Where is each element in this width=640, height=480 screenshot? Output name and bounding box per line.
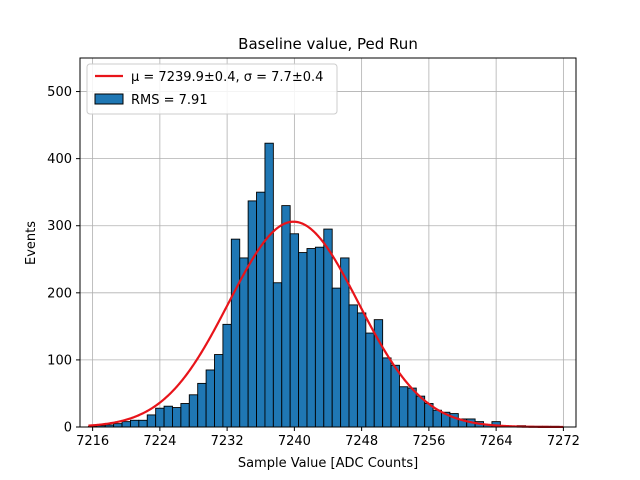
- histogram-bar: [306, 248, 316, 428]
- histogram-bar: [399, 386, 409, 428]
- histogram-bar: [390, 364, 400, 428]
- legend-fit-label: μ = 7239.9±0.4, σ = 7.7±0.4: [131, 70, 323, 85]
- y-tick-label: 300: [47, 219, 72, 234]
- y-tick-label: 200: [47, 286, 72, 301]
- histogram-bar: [163, 405, 173, 428]
- x-axis-label: Sample Value [ADC Counts]: [238, 456, 418, 471]
- histogram-bar: [180, 403, 190, 428]
- legend-rms-swatch: [94, 93, 124, 105]
- histogram-bar: [256, 191, 266, 428]
- histogram-bar: [138, 419, 148, 428]
- x-tick-label: 7272: [547, 434, 580, 449]
- histogram-bar: [129, 419, 140, 428]
- gaussian-fit-curve: [88, 220, 564, 429]
- y-tick-label: 100: [47, 353, 72, 368]
- histogram-bar: [230, 238, 241, 428]
- x-tick-label: 7216: [76, 434, 109, 449]
- histogram-bar: [323, 228, 333, 428]
- y-axis-label: Events: [24, 221, 39, 265]
- histogram-bar: [247, 200, 257, 428]
- histogram-bar: [113, 423, 123, 428]
- x-tick-label: 7248: [345, 434, 378, 449]
- histogram-bar: [146, 414, 157, 428]
- histogram-bar: [214, 354, 224, 428]
- y-tick-label: 500: [47, 85, 72, 100]
- histogram-bar: [348, 304, 358, 428]
- y-tick-label: 400: [47, 152, 72, 167]
- histogram-bar: [272, 282, 283, 428]
- histogram-bar: [314, 246, 325, 428]
- y-tick-label: 0: [64, 421, 72, 436]
- x-tick-label: 7224: [143, 434, 176, 449]
- legend: μ = 7239.9±0.4, σ = 7.7±0.4 RMS = 7.91: [86, 63, 338, 115]
- histogram-bar: [289, 233, 300, 428]
- histogram-bar: [264, 142, 274, 428]
- histogram-bar: [205, 369, 215, 428]
- histogram-bar: [155, 407, 165, 428]
- histogram-bar: [356, 312, 367, 428]
- histogram-bar: [365, 332, 375, 428]
- histogram-bar: [121, 421, 131, 428]
- chart-title: Baseline value, Ped Run: [238, 35, 418, 53]
- legend-box: [86, 63, 338, 115]
- histogram-bar: [188, 394, 199, 428]
- plot-frame: [79, 57, 577, 428]
- histogram-bar: [298, 252, 308, 428]
- histogram-bar: [432, 409, 442, 428]
- histogram-bar: [281, 205, 291, 428]
- x-tick-label: 7264: [480, 434, 513, 449]
- histogram-bars: [87, 142, 560, 428]
- legend-rms-label: RMS = 7.91: [131, 93, 208, 108]
- x-tick-label: 7256: [412, 434, 445, 449]
- histogram-bar: [407, 387, 417, 428]
- histogram-bar: [172, 407, 182, 428]
- x-tick-label: 7232: [211, 434, 244, 449]
- histogram-bar: [331, 287, 342, 428]
- histogram-bar: [197, 382, 207, 428]
- histogram-bar: [239, 257, 249, 428]
- x-tick-label: 7240: [278, 434, 311, 449]
- axis-ticks: 7216 7224 7232 7240 7248 7256 7264 7272 0 100 200 3…: [47, 85, 580, 449]
- histogram-bar: [382, 357, 392, 428]
- histogram-bar: [222, 323, 232, 428]
